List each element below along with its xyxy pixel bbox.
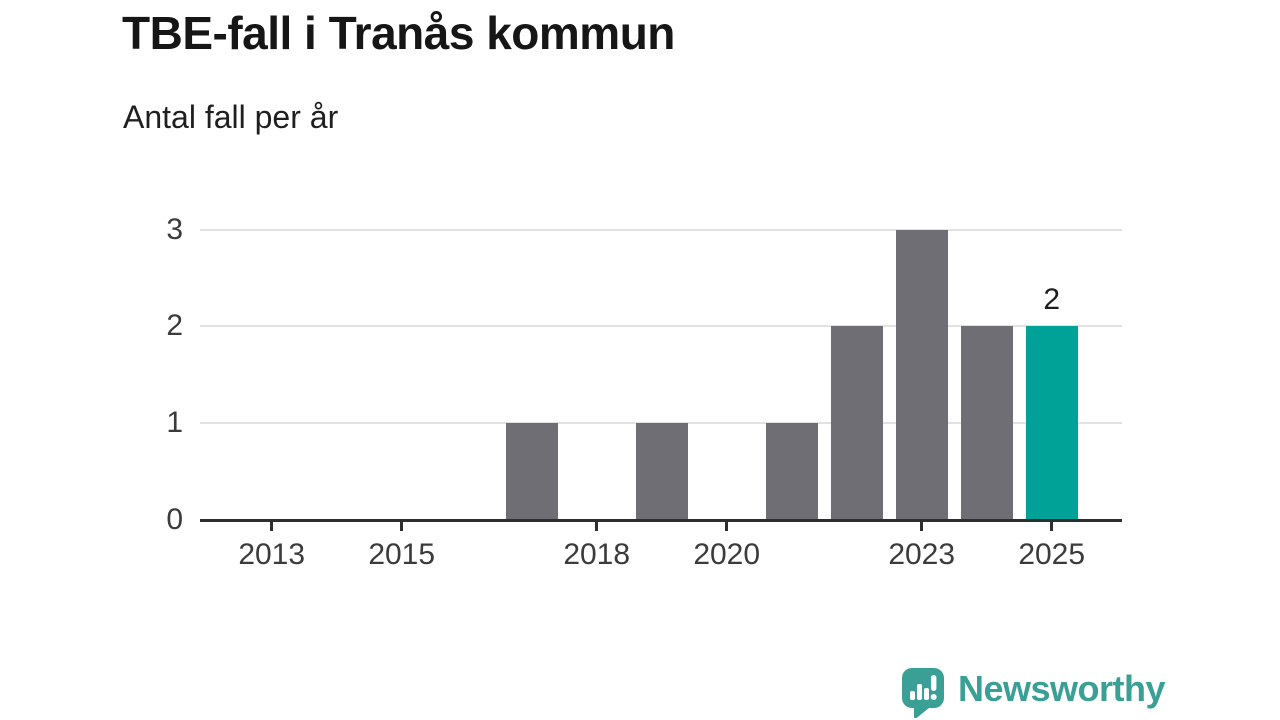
value-label-2025: 2 [1043,283,1061,317]
gridline-3 [200,228,1122,231]
x-tick-mark-2015 [400,520,404,531]
bar-2022 [830,326,883,520]
gridline-2 [200,325,1122,328]
x-tick-mark-2025 [1050,520,1054,531]
chart-title: TBE-fall i Tranås kommun [122,7,675,59]
y-tick-label-2: 2 [166,309,183,343]
x-tick-mark-2018 [595,520,599,531]
x-axis-line [200,519,1122,522]
newsworthy-brand-text: Newsworthy [958,668,1166,709]
x-tick-label-2018: 2018 [563,538,631,571]
chart-subtitle: Antal fall per år [123,99,339,135]
x-tick-mark-2013 [270,520,274,531]
bar-2019 [635,423,688,520]
newsworthy-speech-bubble-chart-icon [902,668,944,718]
x-tick-label-2020: 2020 [693,538,761,571]
bar-2017 [505,423,558,520]
y-tick-label-0: 0 [166,503,183,536]
newsworthy-logo: Newsworthy [902,668,1166,718]
x-tick-label-2013: 2013 [238,538,306,571]
x-tick-label-2023: 2023 [888,538,956,571]
x-tick-mark-2020 [725,520,729,531]
bar-2023 [895,229,948,520]
y-tick-label-3: 3 [166,212,183,246]
bar-2021 [765,423,818,520]
bar-2024 [960,326,1013,520]
y-tick-label-1: 1 [166,406,183,440]
x-tick-label-2025: 2025 [1018,538,1086,571]
x-tick-mark-2023 [920,520,924,531]
x-tick-label-2015: 2015 [368,538,436,571]
bar-2025 [1025,326,1078,520]
